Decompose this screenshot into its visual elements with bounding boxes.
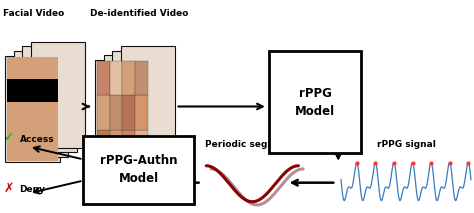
Bar <box>112 51 166 156</box>
Bar <box>31 42 85 148</box>
Text: ✗: ✗ <box>3 181 14 194</box>
Text: ✓: ✓ <box>3 131 14 144</box>
Bar <box>14 51 68 157</box>
FancyBboxPatch shape <box>269 52 361 153</box>
Text: Periodic segments: Periodic segments <box>205 140 300 149</box>
Text: De-identified Video: De-identified Video <box>91 9 189 18</box>
Text: rPPG
Model: rPPG Model <box>295 87 335 118</box>
Bar <box>5 56 60 161</box>
Text: Facial Video: Facial Video <box>3 9 64 18</box>
Bar <box>122 95 135 130</box>
Bar <box>109 130 122 165</box>
Bar <box>135 130 148 165</box>
Text: Access: Access <box>19 135 54 144</box>
Text: Deny: Deny <box>19 184 46 194</box>
Bar <box>121 46 175 152</box>
Bar <box>104 55 158 161</box>
Bar <box>7 57 58 161</box>
FancyBboxPatch shape <box>83 136 194 204</box>
Bar <box>109 60 122 95</box>
Bar <box>97 95 109 130</box>
Text: rPPG-Authn
Model: rPPG-Authn Model <box>100 154 178 186</box>
Bar <box>95 60 150 166</box>
Bar <box>122 60 135 95</box>
Bar <box>97 130 109 165</box>
Bar <box>135 95 148 130</box>
Bar <box>22 46 77 152</box>
Bar <box>109 95 122 130</box>
Text: rPPG signal: rPPG signal <box>376 140 436 149</box>
Bar <box>97 60 109 95</box>
Bar <box>122 130 135 165</box>
Bar <box>7 79 58 102</box>
Bar <box>135 60 148 95</box>
